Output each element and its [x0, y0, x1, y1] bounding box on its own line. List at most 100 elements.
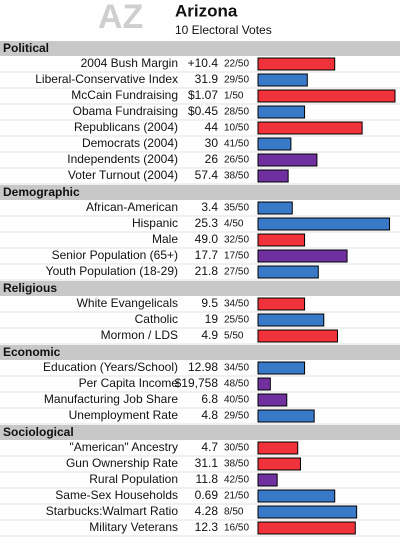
row-rank: 22/50 — [224, 59, 249, 70]
bar — [257, 169, 289, 183]
row-rank: 38/50 — [224, 459, 249, 470]
row-rank: 4/50 — [224, 219, 244, 230]
row-rank: 17/50 — [224, 251, 249, 262]
section-header-bg — [0, 281, 400, 296]
row-value: 26 — [205, 152, 219, 166]
bar — [257, 441, 299, 455]
row-label: Voter Turnout (2004) — [68, 168, 178, 182]
row-label: Military Veterans — [89, 520, 178, 534]
row-value: 19 — [205, 312, 219, 326]
bar — [257, 521, 356, 535]
row-value: 12.98 — [188, 360, 218, 374]
row-value: 49.0 — [195, 232, 219, 246]
row-label: Gun Ownership Rate — [66, 456, 178, 470]
row-rank: 5/50 — [224, 331, 244, 342]
row-rank: 42/50 — [224, 475, 249, 486]
row-value: 0.69 — [195, 488, 219, 502]
bar — [257, 329, 338, 343]
bar — [257, 249, 348, 263]
row-rank: 30/50 — [224, 443, 249, 454]
row-rank: 29/50 — [224, 411, 249, 422]
section-header-bg — [0, 345, 400, 360]
row-rank: 27/50 — [224, 267, 249, 278]
row-value: $0.45 — [188, 104, 218, 118]
bar — [257, 137, 292, 151]
row-rank: 34/50 — [224, 363, 249, 374]
bar — [257, 377, 271, 391]
row-value: +10.4 — [188, 56, 219, 70]
row-rank: 35/50 — [224, 203, 249, 214]
bar — [257, 457, 301, 471]
row-rank: 40/50 — [224, 395, 249, 406]
row-label: Obama Fundraising — [73, 104, 178, 118]
row-value: 4.7 — [201, 440, 218, 454]
row-label: Independents (2004) — [67, 152, 178, 166]
row-label: 2004 Bush Margin — [81, 56, 178, 70]
section-title: Religious — [3, 281, 57, 295]
row-rank: 10/50 — [224, 123, 249, 134]
row-value: 31.9 — [195, 72, 219, 86]
bar — [257, 57, 336, 71]
bar — [257, 489, 336, 503]
row-label: Starbucks:Walmart Ratio — [46, 504, 179, 518]
bar — [257, 89, 396, 103]
row-rank: 48/50 — [224, 379, 249, 390]
section-header-bg — [0, 41, 400, 56]
bar — [257, 105, 306, 119]
row-rank: 25/50 — [224, 315, 249, 326]
section-title: Political — [3, 41, 49, 55]
row-label: Education (Years/School) — [43, 360, 178, 374]
row-value: 44 — [205, 120, 219, 134]
row-label: Mormon / LDS — [101, 328, 178, 342]
row-label: Republicans (2004) — [74, 120, 178, 134]
state-name: Arizona — [175, 1, 238, 20]
row-value: 31.1 — [195, 456, 219, 470]
row-label: Senior Population (65+) — [52, 248, 178, 262]
bar — [257, 505, 358, 519]
row-label: White Evangelicals — [77, 296, 178, 310]
row-value: 57.4 — [195, 168, 219, 182]
bar — [257, 217, 391, 231]
bar — [257, 153, 318, 167]
row-rank: 34/50 — [224, 299, 249, 310]
bar — [257, 201, 293, 215]
row-label: "American" Ancestry — [69, 440, 178, 454]
bar — [257, 73, 308, 87]
row-value: 4.8 — [201, 408, 218, 422]
row-rank: 21/50 — [224, 491, 249, 502]
row-label: Per Capita Income — [79, 376, 179, 390]
row-label: Unemployment Rate — [69, 408, 179, 422]
row-value: 12.3 — [195, 520, 219, 534]
row-value: 21.8 — [195, 264, 219, 278]
row-rank: 26/50 — [224, 155, 249, 166]
bar — [257, 121, 363, 135]
state-abbr: AZ — [98, 0, 143, 36]
row-rank: 1/50 — [224, 91, 244, 102]
row-label: Male — [152, 232, 178, 246]
row-rank: 38/50 — [224, 171, 249, 182]
row-value: 30 — [205, 136, 219, 150]
row-label: Youth Population (18-29) — [46, 264, 178, 278]
row-label: Manufacturing Job Share — [44, 392, 178, 406]
row-rank: 29/50 — [224, 75, 249, 86]
row-value: 6.8 — [201, 392, 218, 406]
row-label: Hispanic — [132, 216, 178, 230]
bar — [257, 265, 319, 279]
row-value: 4.28 — [195, 504, 219, 518]
row-label: McCain Fundraising — [71, 88, 178, 102]
row-value: $1.07 — [188, 88, 218, 102]
row-label: Democrats (2004) — [82, 136, 178, 150]
row-value: 4.9 — [201, 328, 218, 342]
row-value: 17.7 — [195, 248, 219, 262]
bar — [257, 473, 278, 487]
section-title: Demographic — [3, 185, 80, 199]
row-label: Catholic — [135, 312, 178, 326]
row-value: 25.3 — [195, 216, 219, 230]
row-rank: 8/50 — [224, 507, 244, 518]
row-label: Same-Sex Households — [55, 488, 178, 502]
row-rank: 28/50 — [224, 107, 249, 118]
bar — [257, 393, 288, 407]
row-rank: 41/50 — [224, 139, 249, 150]
